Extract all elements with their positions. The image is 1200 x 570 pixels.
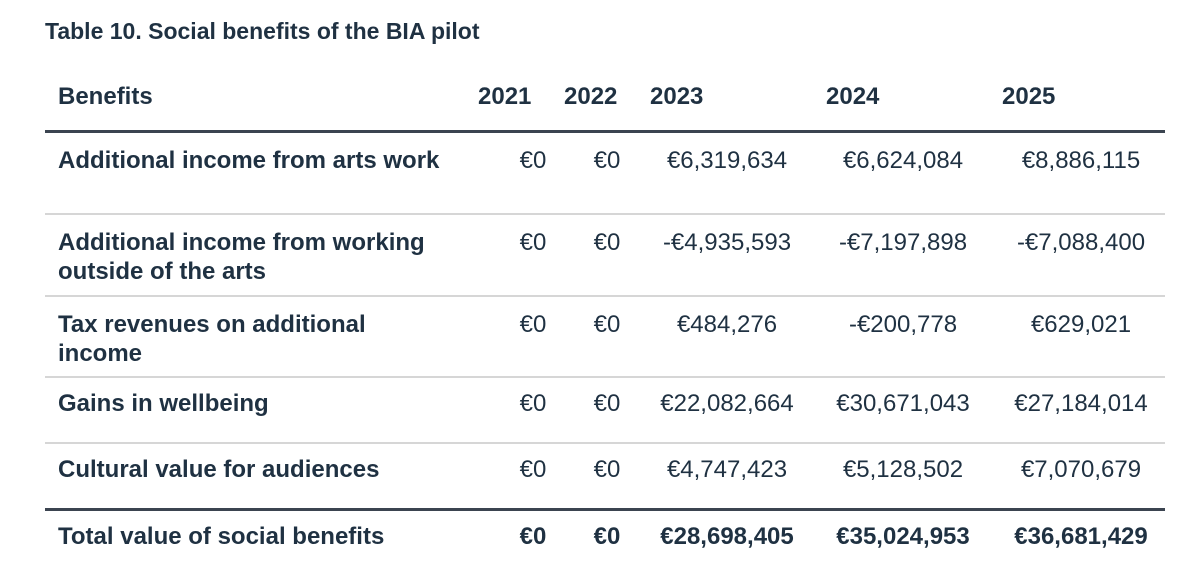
- table-header-row: Benefits 2021 2022 2023 2024 2025: [45, 62, 1165, 133]
- cell-2023: -€4,935,593: [662, 229, 792, 256]
- header-benefits: Benefits: [58, 83, 153, 110]
- table-row: Additional income from arts work €0 €0 €…: [45, 133, 1165, 215]
- table-caption: Table 10. Social benefits of the BIA pil…: [45, 18, 480, 44]
- header-2023: 2023: [650, 83, 704, 110]
- table-row: Tax revenues on additional income €0 €0 …: [45, 297, 1165, 378]
- cell-2024: €5,128,502: [842, 456, 964, 483]
- cell-2024: -€7,197,898: [838, 229, 968, 256]
- total-label: Total value of social benefits: [58, 523, 385, 550]
- row-label: Additional income from arts work: [58, 147, 440, 174]
- table-row: Additional income from working outside o…: [45, 215, 1165, 297]
- cell-2023: €22,082,664: [660, 390, 794, 417]
- cell-2021: €0: [519, 147, 547, 174]
- cell-2025: €27,184,014: [1014, 390, 1148, 417]
- row-label: Gains in wellbeing: [58, 390, 269, 417]
- cell-2023: €4,747,423: [666, 456, 788, 483]
- row-label: Additional income from working outside o…: [58, 229, 425, 285]
- total-2021: €0: [519, 523, 547, 550]
- total-2023: €28,698,405: [660, 523, 794, 550]
- cell-2025: €629,021: [1030, 311, 1132, 338]
- table-total-row: Total value of social benefits €0 €0 €28…: [45, 511, 1165, 569]
- cell-2021: €0: [519, 390, 547, 417]
- header-2024: 2024: [826, 83, 880, 110]
- table-row: Cultural value for audiences €0 €0 €4,74…: [45, 444, 1165, 511]
- cell-2021: €0: [519, 311, 547, 338]
- cell-2022: €0: [593, 311, 621, 338]
- cell-2021: €0: [519, 456, 547, 483]
- cell-2023: €6,319,634: [666, 147, 788, 174]
- cell-2021: €0: [519, 229, 547, 256]
- cell-2025: €8,886,115: [1021, 147, 1141, 174]
- cell-2022: €0: [593, 229, 621, 256]
- cell-2023: €484,276: [676, 311, 778, 338]
- social-benefits-table: Benefits 2021 2022 2023 2024 2025 Additi…: [45, 62, 1165, 569]
- cell-2024: €30,671,043: [836, 390, 970, 417]
- total-2022: €0: [593, 523, 621, 550]
- cell-2024: -€200,778: [848, 311, 958, 338]
- row-label: Cultural value for audiences: [58, 456, 380, 483]
- header-2025: 2025: [1002, 83, 1056, 110]
- row-label: Tax revenues on additional income: [58, 311, 366, 367]
- cell-2022: €0: [593, 456, 621, 483]
- cell-2025: -€7,088,400: [1016, 229, 1146, 256]
- header-2021: 2021: [478, 83, 532, 110]
- cell-2025: €7,070,679: [1020, 456, 1142, 483]
- total-2024: €35,024,953: [836, 523, 970, 550]
- table-row: Gains in wellbeing €0 €0 €22,082,664 €30…: [45, 378, 1165, 444]
- total-2025: €36,681,429: [1014, 523, 1148, 550]
- cell-2024: €6,624,084: [842, 147, 964, 174]
- cell-2022: €0: [593, 390, 621, 417]
- cell-2022: €0: [593, 147, 621, 174]
- header-2022: 2022: [564, 83, 618, 110]
